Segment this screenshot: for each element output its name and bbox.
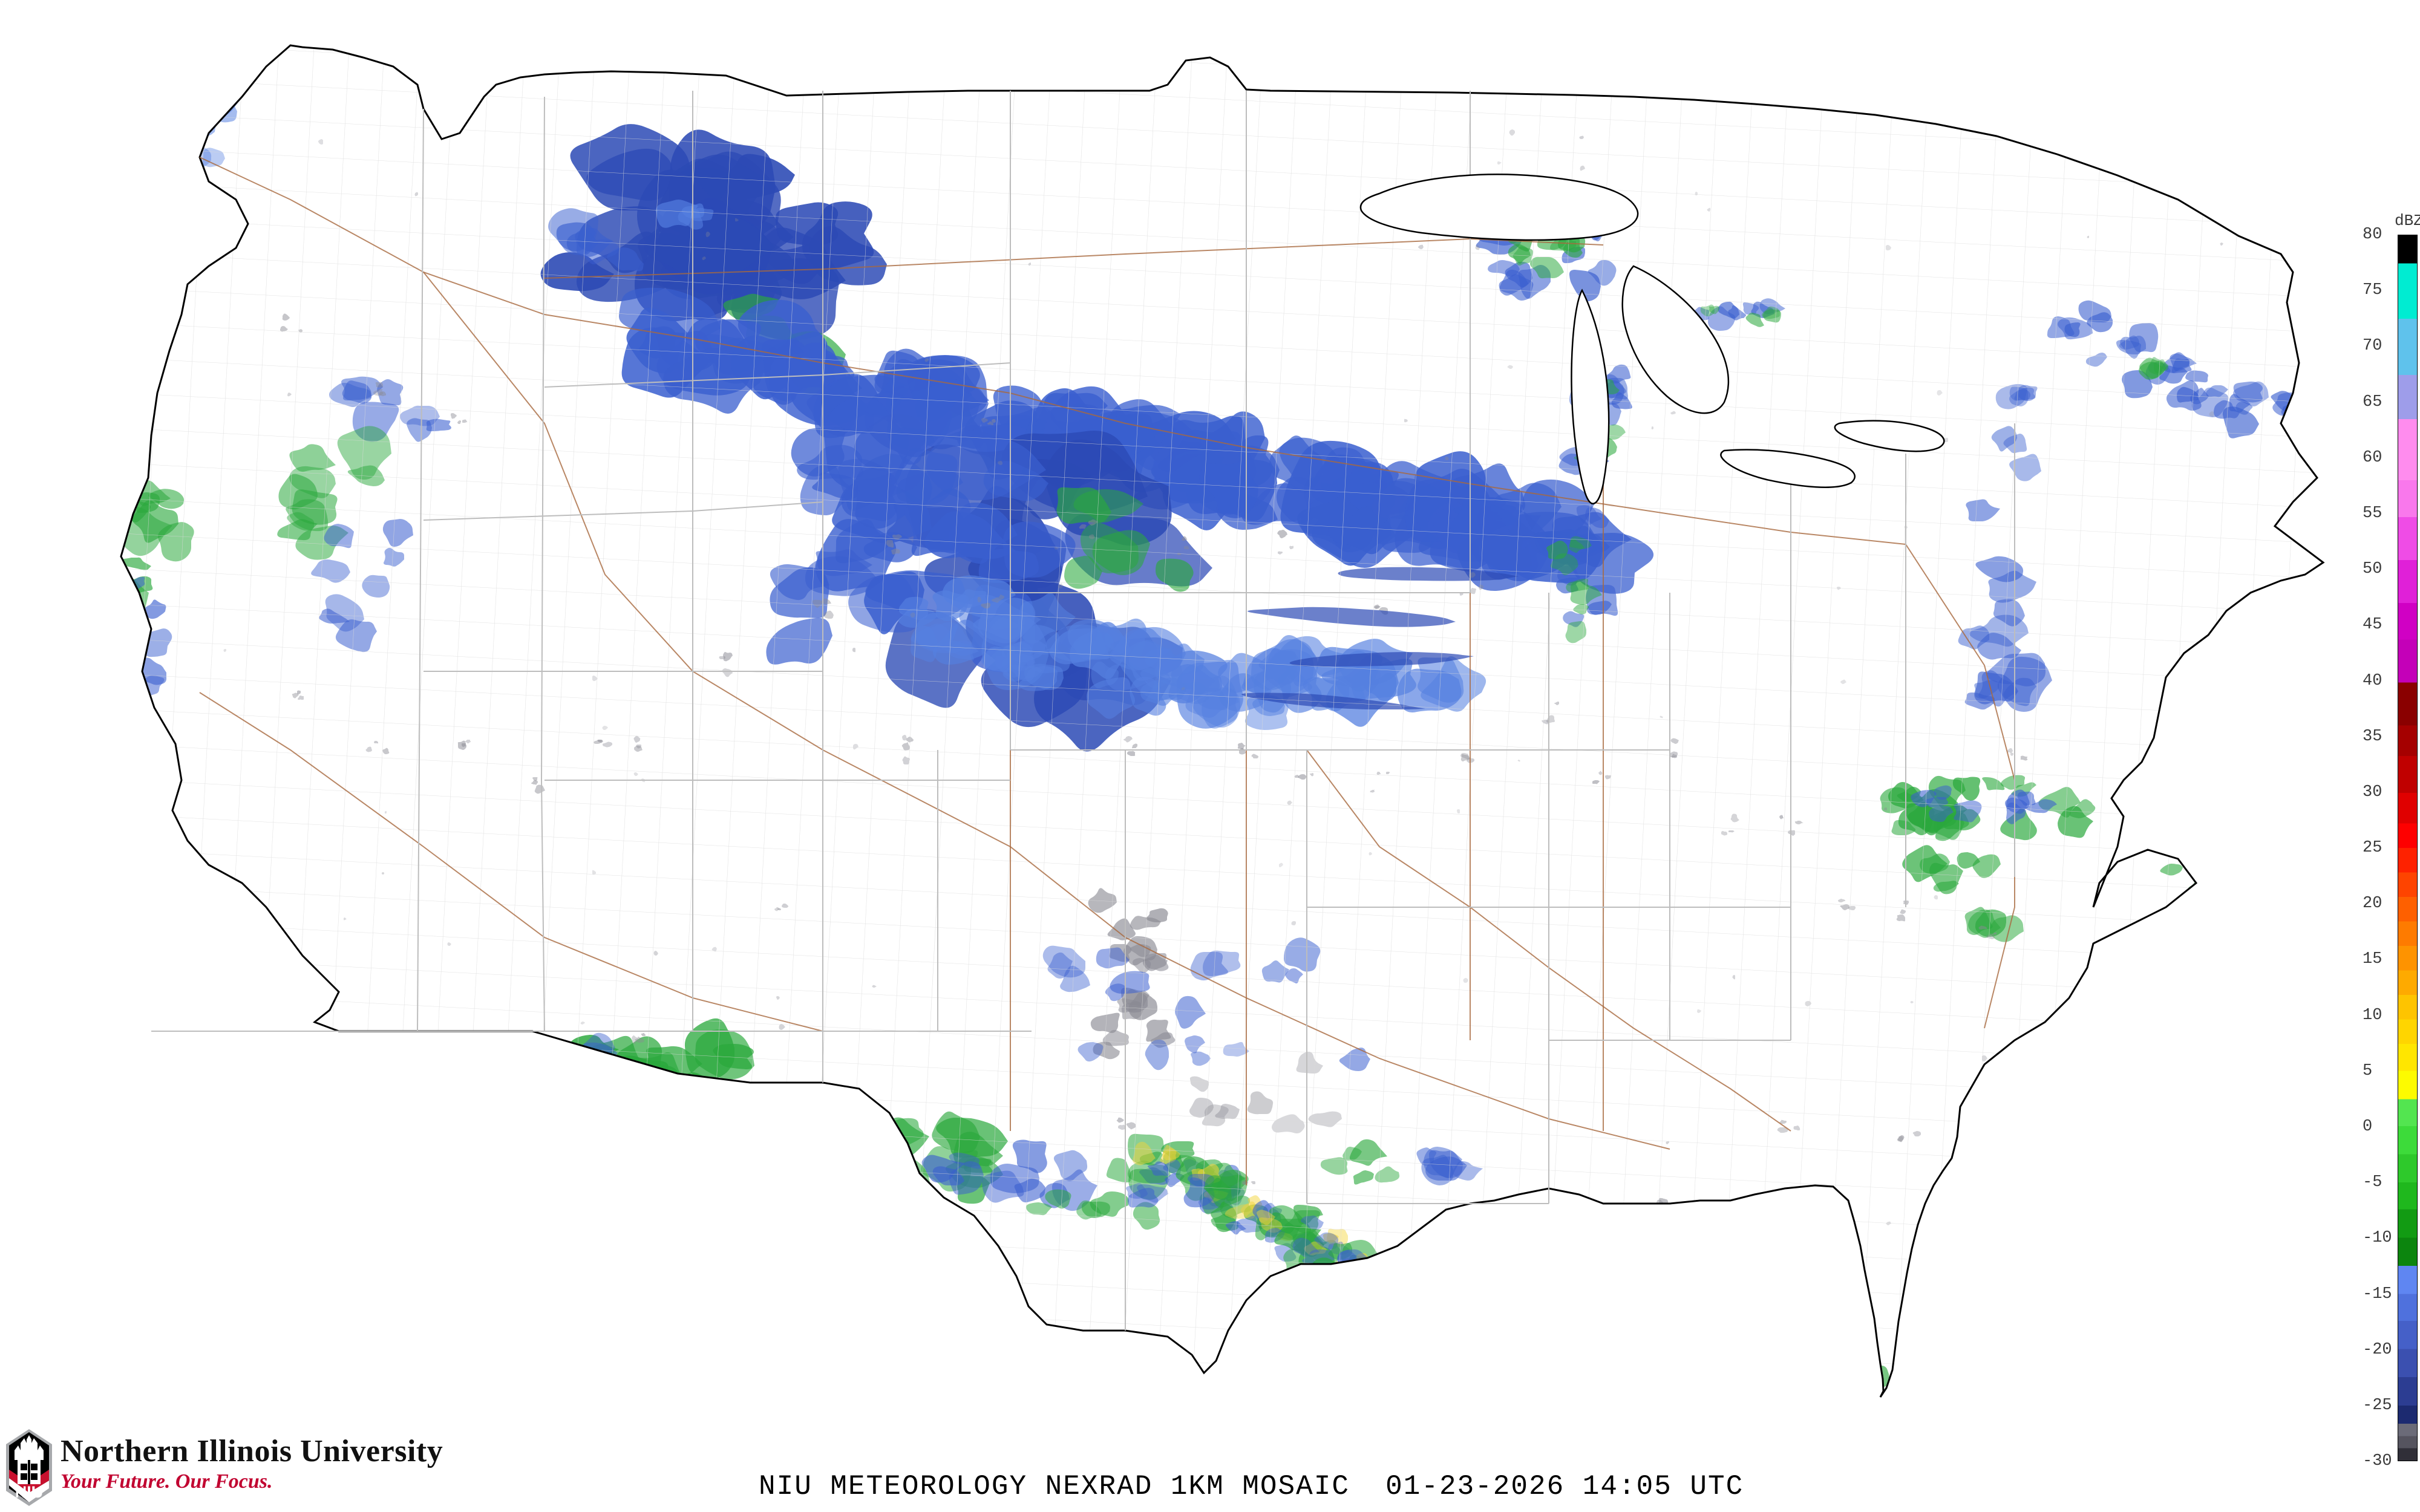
svg-text:NIU: NIU: [15, 1483, 44, 1501]
